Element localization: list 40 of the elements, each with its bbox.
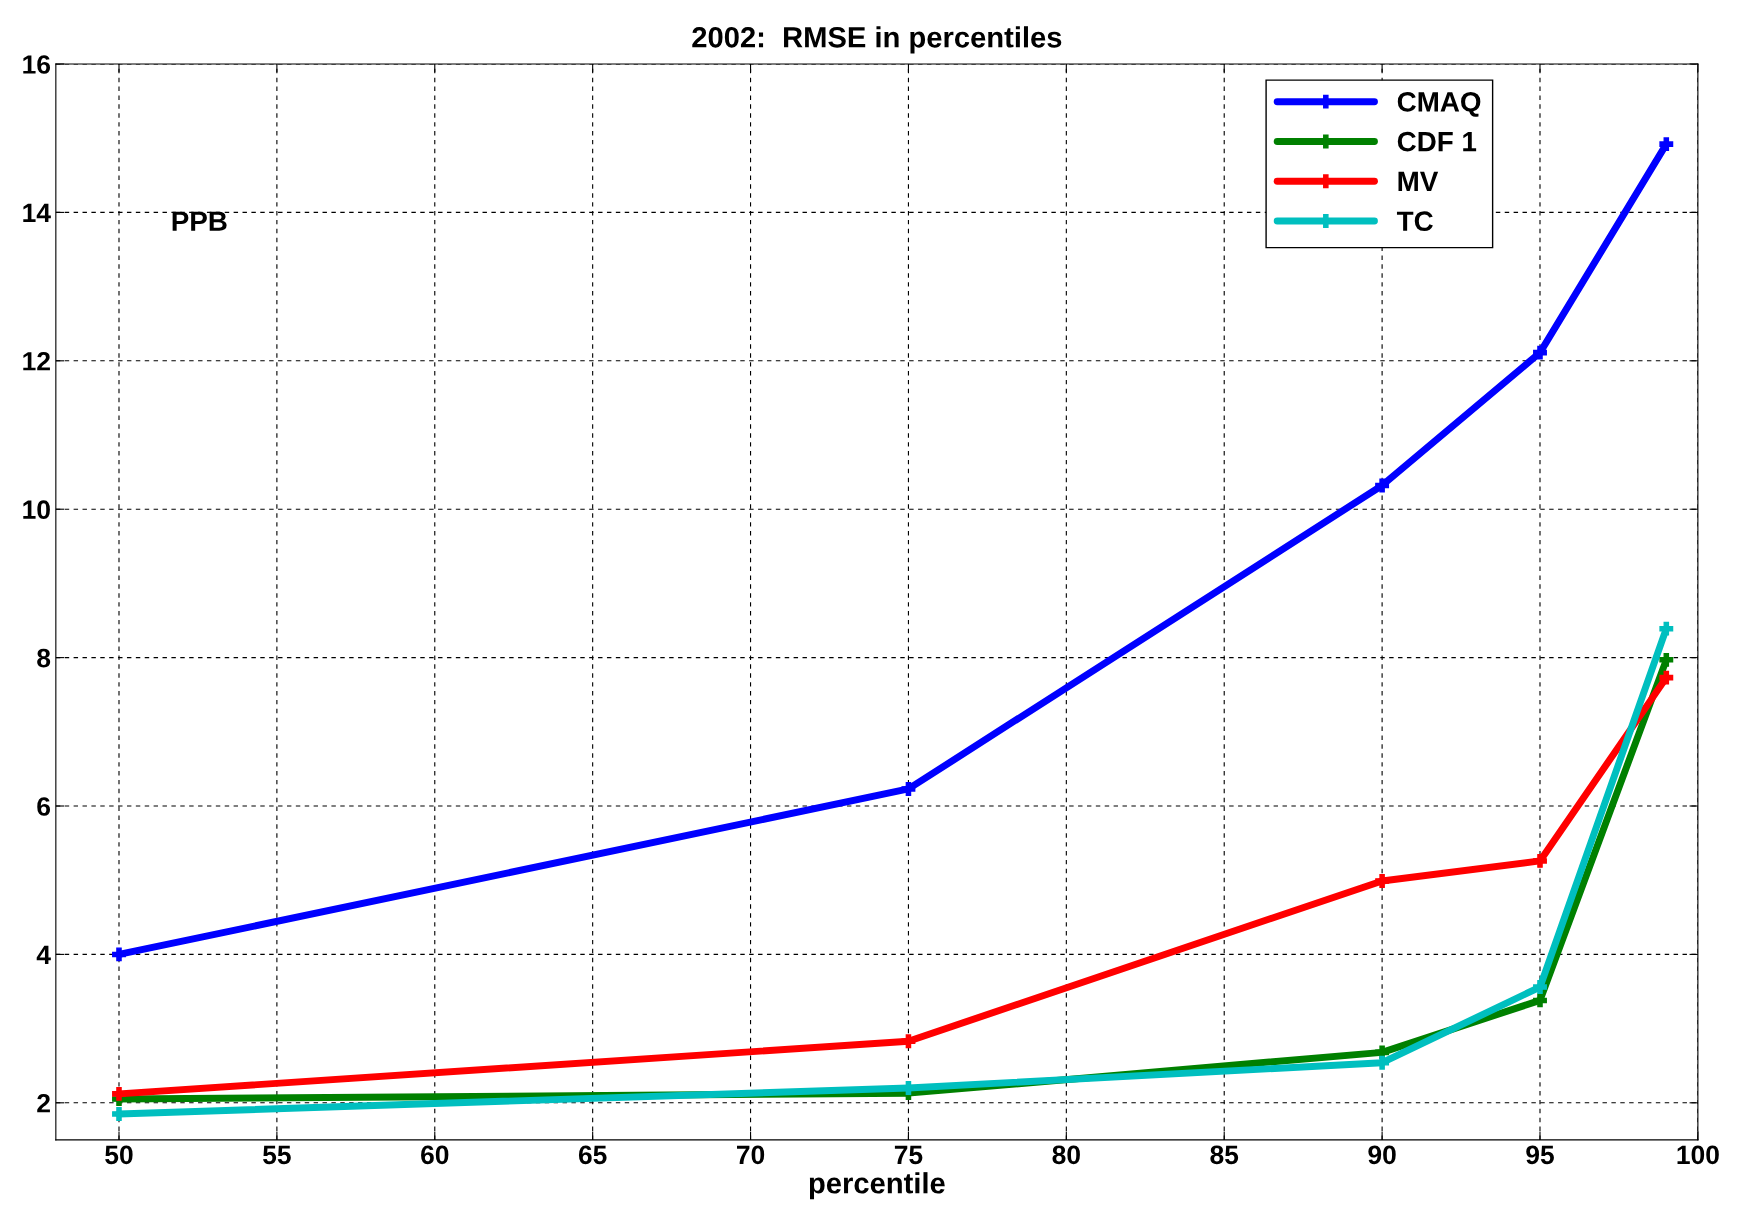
x-tick-label: 65 <box>578 1145 607 1165</box>
point <box>901 1034 916 1049</box>
legend-label: TC <box>1396 211 1433 232</box>
x-tick-label: 100 <box>1677 1145 1719 1165</box>
point <box>1375 874 1390 888</box>
legend-label: CDF 1 <box>1397 131 1477 152</box>
y-tick-label: 14 <box>23 203 51 222</box>
point <box>1533 980 1547 995</box>
y-tick-label: 12 <box>23 351 50 371</box>
point <box>1659 652 1674 667</box>
y-tick-label: 10 <box>23 500 50 520</box>
y-tick-label: 8 <box>37 648 51 668</box>
x-tick-label: 60 <box>421 1145 449 1165</box>
point <box>1533 853 1547 868</box>
x-tick-label: 70 <box>737 1145 765 1165</box>
point <box>1375 478 1390 493</box>
x-tick-label: 85 <box>1210 1145 1239 1165</box>
x-axis-title: percentile <box>809 1172 945 1200</box>
y-tick-label: 2 <box>37 1093 50 1113</box>
point <box>1533 345 1547 360</box>
x-tick-label: 80 <box>1052 1145 1080 1165</box>
x-tick-label: 55 <box>263 1145 291 1165</box>
point <box>901 781 916 796</box>
legend-label: MV <box>1398 171 1439 191</box>
legend-label: CMAQ <box>1397 92 1481 117</box>
point <box>112 947 126 962</box>
point <box>1659 670 1674 685</box>
point <box>112 1086 126 1101</box>
y-tick-label: 16 <box>23 55 51 74</box>
y-tick-label: 4 <box>36 945 51 964</box>
x-tick-label: 75 <box>894 1145 923 1165</box>
x-tick-label: 90 <box>1368 1145 1396 1165</box>
x-tick-label: 50 <box>105 1145 133 1165</box>
point <box>1659 137 1674 152</box>
point <box>1533 993 1547 1008</box>
point <box>1659 621 1674 636</box>
annotation: PPB <box>172 211 227 231</box>
chart-title: 2002: RMSE in percentiles <box>692 26 1062 54</box>
x-tick-label: 95 <box>1526 1145 1554 1165</box>
y-tick-label: 6 <box>37 797 51 816</box>
